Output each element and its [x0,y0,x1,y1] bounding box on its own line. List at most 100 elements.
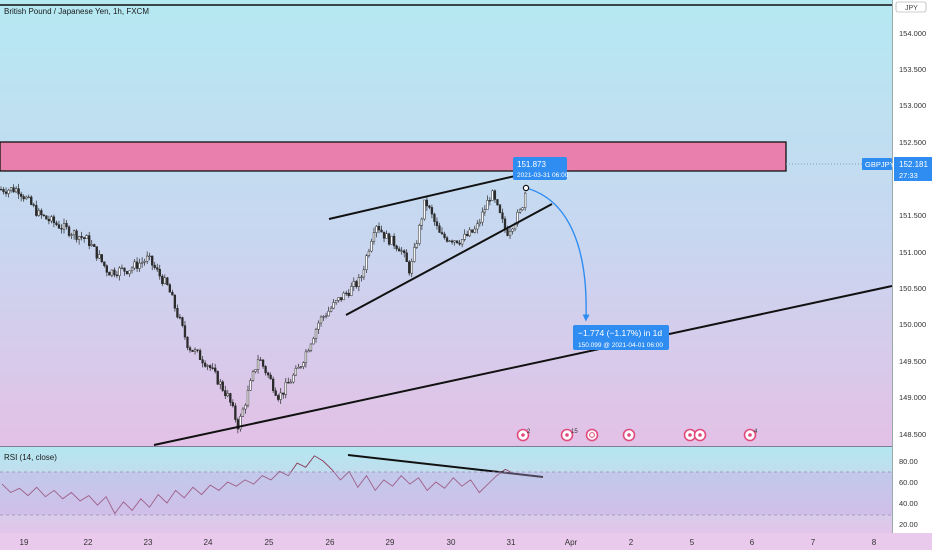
candle-body [443,233,446,238]
candle-body [115,274,119,277]
candle-body [186,336,189,349]
candle-body [357,277,360,287]
rsi-pane-background [0,447,892,533]
candle-body [234,405,237,420]
candle-body [478,221,481,225]
candle-body [435,221,439,227]
price-axis[interactable]: 154.000 153.500 153.000 152.500 151.500 … [899,29,926,439]
time-label: 5 [690,538,695,547]
candle-body [90,244,93,246]
time-label: 25 [265,538,274,547]
event-marker[interactable] [693,428,707,442]
candle-body [130,267,134,272]
candle-body [415,243,418,248]
candle-body [77,236,81,240]
candle-body [508,231,512,236]
candle-body [481,211,484,223]
candle-body [277,395,280,400]
price-axis-background [892,0,932,533]
candle-body [372,232,376,242]
candle-body [433,213,436,222]
time-label: 2 [629,538,634,547]
event-marker[interactable]: 4 [743,428,759,442]
candle-body [9,187,13,191]
candle-body [133,261,136,269]
event-marker[interactable]: 2 [516,428,532,442]
projection-box [573,325,669,350]
rsi-series [1,455,515,515]
candle-body [196,349,199,351]
time-label: 30 [447,538,456,547]
candle-body [120,267,124,269]
candle-body [40,210,43,216]
support-trendline[interactable] [153,285,893,446]
candle-body [239,416,242,430]
event-marker[interactable]: 15 [560,428,579,442]
candle-body [83,237,86,239]
candle-body [138,262,141,269]
rsi-divergence-line[interactable] [347,454,544,478]
candle-body [468,229,471,237]
candle-body [392,235,396,247]
candle-body [410,261,413,274]
candle-body [327,310,330,317]
candle-body [370,241,373,252]
candle-body [375,225,378,233]
price-tick: 151.500 [899,211,926,220]
candle-body [264,366,267,374]
candle-body [209,365,212,369]
candle-body [65,223,68,228]
candle-body [282,392,285,395]
candle-body [355,281,358,287]
rsi-tick: 80.00 [899,457,918,466]
rsi-axis[interactable]: 80.00 60.00 40.00 20.00 [899,457,918,529]
candle-body [14,188,18,193]
candle-body [486,200,489,210]
candle-body [171,291,174,296]
candle-body [125,271,129,275]
candle-body [418,225,421,244]
candle-body [360,276,363,279]
candle-body [506,229,509,236]
candle-body [420,218,423,226]
candle-body [518,209,522,213]
candle-body [322,316,325,318]
candle-body [324,315,328,317]
candle-body [146,255,149,262]
candle-body [7,189,10,194]
candle-body [103,261,106,267]
rising-wedge-upper-line[interactable] [328,169,542,220]
candle-body [181,317,184,326]
candle-body [108,272,111,276]
projection-start-point[interactable] [522,184,530,192]
time-label: 22 [84,538,93,547]
candle-body [216,371,219,385]
time-axis[interactable]: 19 22 23 24 25 26 29 30 31 Apr 2 5 6 7 8 [20,538,877,547]
price-tick: 149.500 [899,357,926,366]
candle-body [203,362,207,367]
candle-body [113,269,116,276]
projection-arrow[interactable] [525,187,590,322]
candle-body [32,204,35,206]
candle-body [342,292,345,301]
candle-body [45,215,48,220]
rising-wedge-lower-line[interactable] [345,203,553,316]
candle-body [405,252,408,262]
event-marker[interactable] [622,428,636,442]
event-marker[interactable] [585,428,599,442]
candle-body [224,390,227,397]
candle-body [395,245,398,250]
main-pane-background [0,0,892,446]
candle-body [219,381,222,385]
candle-body [148,255,151,257]
candle-body [72,230,76,236]
event-markers[interactable]: 2 15 4 [516,428,759,442]
time-label: Apr [565,538,578,547]
candle-body [2,189,5,193]
resistance-zone[interactable] [0,141,787,172]
candle-body [307,350,310,353]
candle-body [294,367,297,376]
candle-body [430,207,434,215]
candle-body [463,233,466,240]
